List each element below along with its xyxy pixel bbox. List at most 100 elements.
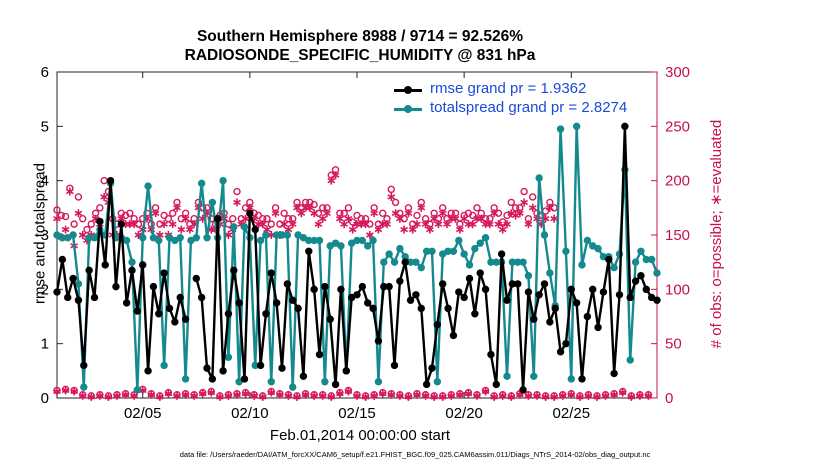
rmse-point [315,350,324,359]
totalspread-point [197,179,206,188]
obs-evaluated-marker [100,192,109,201]
obs-evaluated-marker [494,220,503,229]
totalspread-point [181,375,190,383]
totalspread-point [412,258,420,266]
rmse-point [139,261,147,269]
obs-evaluated-marker-low [575,392,584,401]
obs-possible-marker [53,206,61,214]
obs-evaluated-marker-low [207,388,216,397]
obs-evaluated-marker-low [473,391,481,400]
obs-possible-marker [379,209,387,217]
rmse-point [401,258,409,266]
obs-evaluated-marker-low [567,390,576,399]
rmse-point [540,280,549,288]
obs-evaluated-marker [498,225,507,234]
totalspread-point [122,236,131,245]
rmse-point [101,261,109,269]
obs-evaluated-marker-low [95,391,104,400]
totalspread-point [578,261,586,269]
legend-label-rmse: rmse grand pr = 1.9362 [430,80,587,97]
obs-evaluated-marker-low [464,389,473,398]
x-axis-label: Feb.01,2014 00:00:00 start [269,427,451,444]
y-tick-label-left: 3 [41,227,49,244]
totalspread-point [433,378,442,386]
obs-evaluated-marker [515,209,524,218]
totalspread-point [540,231,549,239]
obs-evaluated-marker [293,203,301,212]
legend-label-spread: totalspread grand pr = 2.8274 [430,99,628,116]
y-tick-label-right: 250 [665,118,690,135]
totalspread-point [524,272,533,280]
obs-evaluated-marker-low [241,389,250,398]
totalspread-point [176,234,184,242]
data-file-footnote: data file: /Users/raeder/DAI/ATM_forcXX/… [179,450,651,459]
y-axis-label-left: rmse and totalspread [31,163,49,304]
obs-evaluated-marker-low [438,392,447,401]
rmse-point [465,274,474,283]
obs-evaluated-marker [224,231,233,239]
y-axis-label-right: # of obs: o=possible; ∗=evaluated [708,119,725,349]
rmse-point [90,293,99,302]
obs-evaluated-marker-low [533,391,541,400]
rmse-point [422,380,431,389]
obs-evaluated-marker-low [173,391,181,400]
obs-evaluated-marker-low [601,391,610,400]
rmse-point [326,315,334,323]
y-tick-label-left: 5 [41,118,49,135]
obs-evaluated-marker [443,220,451,229]
rmse-point [128,266,136,275]
rmse-point [390,361,399,370]
rmse-point [487,350,495,359]
rmse-point [428,364,436,372]
totalspread-point [230,223,238,231]
obs-possible-marker [57,211,65,220]
obs-evaluated-marker [344,214,353,223]
totalspread-point [80,383,88,391]
totalspread-point [556,125,565,133]
obs-evaluated-marker [545,203,554,212]
rmse-point [342,367,350,375]
obs-evaluated-marker-low [301,390,310,399]
obs-evaluated-marker-low [455,390,464,399]
obs-evaluated-marker-low [310,391,319,400]
obs-evaluated-marker-low [121,390,130,399]
rmse-point [444,304,452,313]
rmse-point [337,285,345,294]
y-tick-label-right: 50 [665,336,682,353]
obs-possible-marker [499,218,507,226]
legend-entry-rmse: rmse grand pr = 1.9362 [390,80,650,100]
obs-evaluated-marker-low [327,392,336,401]
totalspread-point [337,242,345,250]
rmse-point [514,280,522,288]
totalspread-point [128,258,136,266]
totalspread-point [567,375,575,383]
obs-evaluated-marker [181,214,190,223]
obs-evaluated-marker [323,209,331,218]
rmse-point [74,296,83,304]
obs-possible-marker [340,209,348,217]
y-tick-label-right: 0 [665,390,673,407]
rmse-point [417,304,425,313]
rmse-point [160,269,168,277]
obs-evaluated-marker [318,214,327,223]
rmse-point [578,375,586,383]
obs-evaluated-marker [524,220,533,229]
rmse-point [96,217,104,226]
obs-evaluated-marker [438,209,447,218]
obs-evaluated-marker-low [610,390,619,399]
obs-evaluated-marker-low [293,392,301,401]
obs-evaluated-marker-low [490,392,499,401]
obs-evaluated-marker [365,231,374,239]
obs-evaluated-marker [258,220,267,229]
totalspread-point [631,258,640,266]
rmse-point [439,280,447,288]
obs-evaluated-marker-low [318,391,327,400]
obs-evaluated-marker [490,209,499,218]
obs-possible-marker [520,187,528,196]
obs-evaluated-marker-low [267,388,276,397]
obs-possible-marker [263,214,271,223]
rmse-point [385,282,393,291]
obs-evaluated-marker [331,171,340,180]
obs-evaluated-marker [528,203,537,212]
